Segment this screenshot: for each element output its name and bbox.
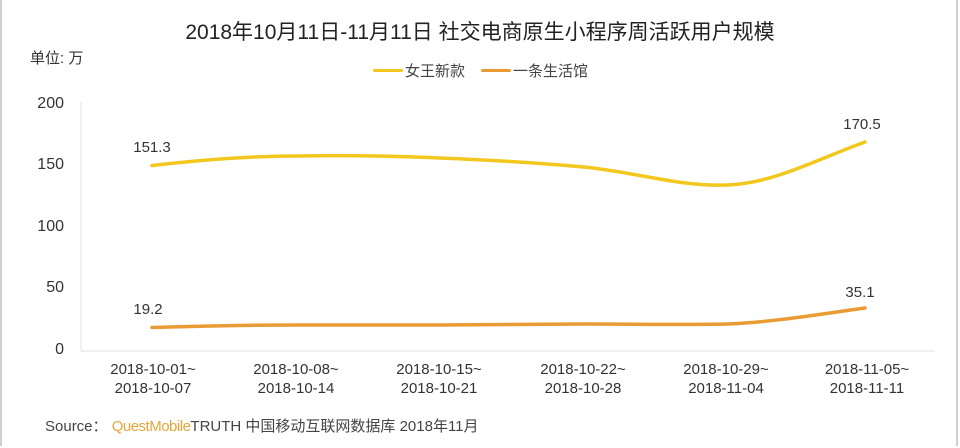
chart-legend: 女王新款 一条生活馆 (373, 60, 604, 81)
x-label-week-6: 2018-11-05~ 2018-11-11 (795, 360, 939, 398)
source-rest: TRUTH 中国移动互联网数据库 2018年11月 (190, 418, 479, 435)
x-label-line2: 2018-10-28 (544, 380, 622, 397)
x-label-week-3: 2018-10-15~ 2018-10-21 (367, 360, 511, 398)
x-label-week-4: 2018-10-22~ 2018-10-28 (511, 360, 655, 398)
y-tick-200: 200 (37, 95, 64, 112)
x-label-line2: 2018-10-21 (400, 380, 478, 397)
data-label-series1-first: 151.3 (133, 139, 171, 156)
legend-item-series-1[interactable]: 女王新款 (373, 60, 465, 81)
x-label-line1: 2018-10-01~ (110, 361, 196, 378)
x-label-week-1: 2018-10-01~ 2018-10-07 (81, 360, 225, 398)
source-prefix: Source： (45, 418, 108, 435)
x-label-line1: 2018-10-29~ (683, 361, 769, 378)
x-label-line1: 2018-10-22~ (540, 361, 626, 378)
x-label-line2: 2018-10-07 (114, 380, 192, 397)
x-label-line2: 2018-11-04 (688, 380, 764, 397)
legend-label: 女王新款 (405, 63, 466, 80)
series-line-yitiao (150, 306, 867, 330)
x-label-line1: 2018-10-15~ (396, 361, 482, 378)
unit-label: 单位: 万 (30, 50, 84, 67)
legend-label: 一条生活馆 (513, 63, 589, 80)
source-note: Source： QuestMobileTRUTH 中国移动互联网数据库 2018… (45, 415, 479, 436)
legend-item-series-2[interactable]: 一条生活馆 (481, 60, 588, 81)
data-label-series1-last: 170.5 (843, 116, 881, 133)
y-tick-150: 150 (37, 156, 64, 173)
x-label-line2: 2018-10-14 (257, 380, 335, 397)
series-line-nvwang (150, 140, 867, 187)
data-label-series2-last: 35.1 (845, 284, 875, 301)
x-label-line1: 2018-11-05~ (824, 361, 910, 378)
x-label-week-5: 2018-10-29~ 2018-11-04 (654, 360, 798, 398)
legend-line-icon (373, 69, 403, 72)
y-tick-0: 0 (55, 341, 64, 358)
source-brand: QuestMobile (111, 418, 191, 435)
data-label-series2-first: 19.2 (133, 301, 163, 318)
x-label-line2: 2018-11-11 (829, 380, 905, 397)
x-label-week-2: 2018-10-08~ 2018-10-14 (224, 360, 368, 398)
x-label-line1: 2018-10-08~ (253, 361, 339, 378)
y-tick-50: 50 (46, 279, 64, 296)
legend-line-icon (481, 69, 512, 72)
y-tick-100: 100 (37, 218, 64, 235)
chart-title: 2018年10月11日-11月11日 社交电商原生小程序周活跃用户规模 (185, 21, 775, 44)
